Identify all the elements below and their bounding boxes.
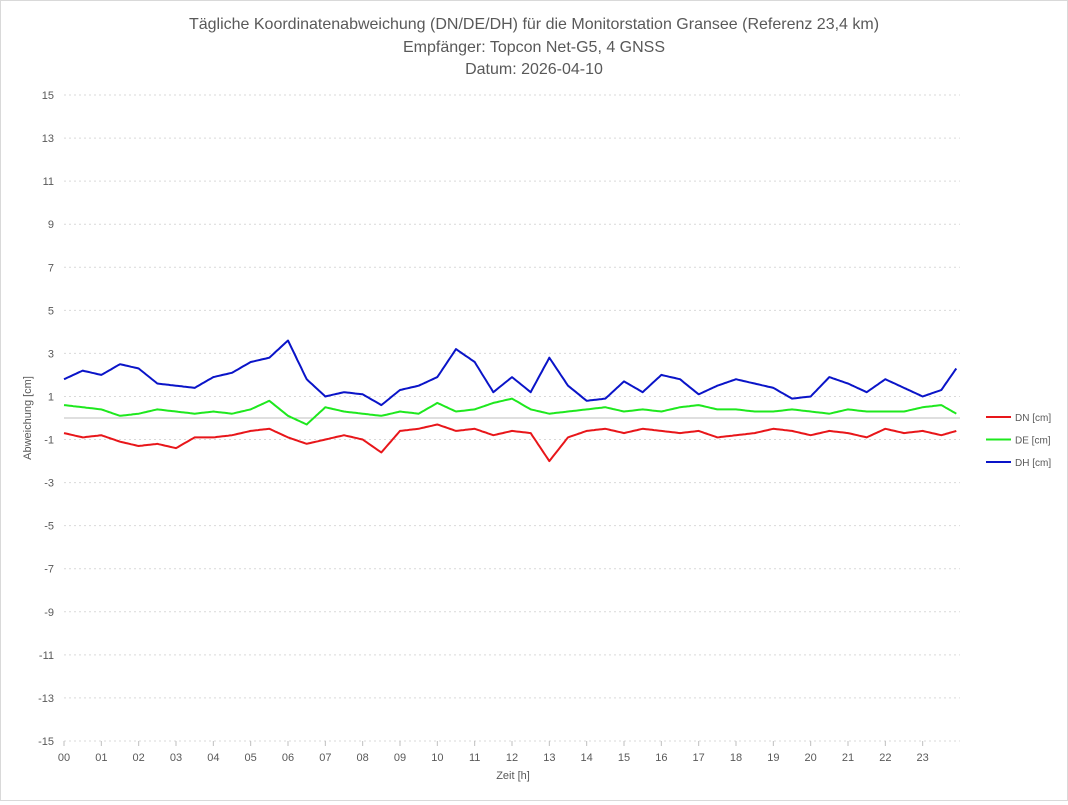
title-line-2: Empfänger: Topcon Net-G5, 4 GNSS [403, 39, 665, 56]
series-lines [63, 339, 958, 463]
y-tick-label: -3 [44, 478, 54, 490]
x-tick-label: 15 [618, 752, 630, 764]
x-tick-label: 03 [170, 752, 182, 764]
x-tick-label: 17 [693, 752, 705, 764]
y-tick-label: -5 [44, 521, 54, 533]
legend-label: DH [cm] [1015, 458, 1051, 469]
x-tick-label: 20 [805, 752, 817, 764]
x-tick-label: 02 [133, 752, 145, 764]
x-tick-label: 22 [879, 752, 891, 764]
x-tick-label: 18 [730, 752, 742, 764]
x-tick-label: 19 [767, 752, 779, 764]
series-line [63, 423, 957, 463]
y-tick-label: 3 [48, 348, 54, 360]
title-line-3: Datum: 2026-04-10 [465, 61, 603, 78]
series-line [63, 397, 957, 426]
x-tick-label: 01 [95, 752, 107, 764]
y-tick-label: 5 [48, 305, 54, 317]
x-tick-label: 12 [506, 752, 518, 764]
y-tick-label: 1 [48, 391, 54, 403]
x-tick-label: 05 [245, 752, 257, 764]
chart-title: Tägliche Koordinatenabweichung (DN/DE/DH… [189, 16, 879, 78]
y-tick-label: -9 [44, 607, 54, 619]
x-tick-label: 06 [282, 752, 294, 764]
x-tick-label: 04 [207, 752, 219, 764]
y-axis-ticks: 15 13 11 9 7 5 3 1 -1 -3 -5 -7 -9 -11 -13 -15 [38, 90, 54, 748]
x-tick-label: 16 [655, 752, 667, 764]
y-tick-label: 11 [43, 176, 54, 188]
x-tick-label: 10 [431, 752, 443, 764]
legend-label: DN [cm] [1015, 413, 1051, 424]
x-tick-label: 11 [469, 752, 480, 764]
x-tick-label: 23 [917, 752, 929, 764]
x-axis-label: Zeit [h] [496, 770, 530, 782]
legend: DN [cm] DE [cm] DH [cm] [986, 413, 1051, 469]
y-tick-label: 9 [48, 219, 54, 231]
y-tick-label: 13 [42, 133, 54, 145]
y-tick-label: 15 [42, 90, 54, 102]
legend-label: DE [cm] [1015, 436, 1051, 447]
y-tick-label: -15 [38, 736, 54, 748]
y-tick-label: -11 [39, 650, 54, 662]
y-axis-label: Abweichung [cm] [22, 376, 34, 460]
x-tick-label: 08 [357, 752, 369, 764]
x-tick-label: 21 [842, 752, 854, 764]
grid-lines [64, 94, 960, 742]
x-tick-label: 07 [319, 752, 331, 764]
x-tick-label: 09 [394, 752, 406, 764]
series-line [63, 339, 958, 407]
y-tick-label: -13 [38, 693, 54, 705]
y-tick-label: 7 [48, 262, 54, 274]
x-tick-label: 13 [543, 752, 555, 764]
x-tick-label: 00 [58, 752, 70, 764]
y-tick-label: -7 [44, 564, 54, 576]
y-tick-label: -1 [44, 435, 54, 447]
x-tick-label: 14 [581, 752, 593, 764]
title-line-1: Tägliche Koordinatenabweichung (DN/DE/DH… [189, 16, 879, 33]
x-axis-ticks: 00 01 02 03 04 05 06 07 08 09 10 11 12 13 14 15 16 17 18 19… [58, 741, 929, 764]
